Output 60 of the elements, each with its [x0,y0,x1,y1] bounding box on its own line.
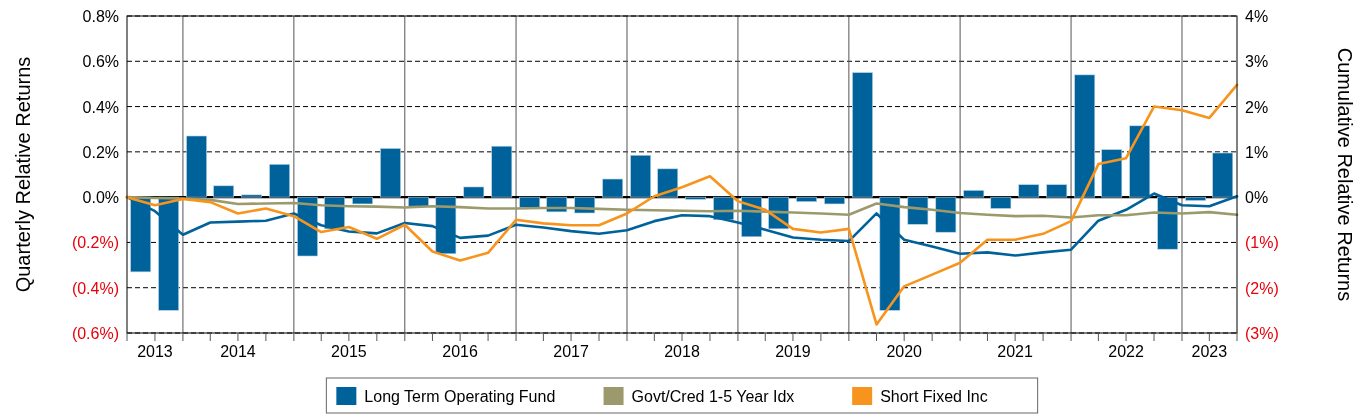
x-tick-label: 2021 [997,343,1034,360]
bar [213,185,235,198]
bar [1046,184,1068,198]
y2-tick-label: 4% [1245,8,1269,25]
bar [1074,74,1096,198]
bar [408,196,429,207]
y-tick-label: 0.8% [82,8,119,25]
x-tick-label: 2015 [331,343,367,360]
bar [990,196,1012,209]
x-tick-label: 2019 [775,343,811,360]
bar [685,196,707,200]
bar [824,196,845,205]
y2-tick-label: (3%) [1245,325,1279,342]
x-tick-label: 2020 [886,343,923,360]
y-tick-label: 0.2% [82,143,119,161]
bar [352,196,373,205]
bar [380,148,401,198]
bar [1157,196,1179,250]
bar [963,190,985,198]
bar [796,196,817,202]
bar [463,186,485,198]
legend-label: Long Term Operating Fund [364,388,556,405]
y-tick-label: (0.6%) [71,325,119,342]
y2-tick-label: 1% [1245,143,1269,161]
bar [241,194,262,198]
x-tick-label: 2017 [553,343,589,360]
bar [491,145,513,198]
x-tick-label: 2022 [1108,343,1144,360]
bar [852,72,873,198]
y2-tick-label: 3% [1245,53,1269,71]
x-tick-label: 2013 [137,343,173,360]
y2-tick-label: 0% [1245,189,1269,207]
y-tick-label: (0.4%) [71,279,119,297]
bar [907,196,929,225]
bar [519,196,541,208]
y2-tick-label: (1%) [1245,234,1279,252]
legend-label: Govt/Cred 1-5 Year Idx [631,388,795,405]
y-axis-title: Quarterly Relative Returns [12,56,34,293]
x-tick-label: 2014 [220,343,256,360]
bar [935,196,957,233]
bar [1185,196,1207,201]
x-tick-label: 2018 [664,343,700,360]
bar [602,178,624,198]
x-tick-label: 2023 [1191,343,1228,360]
y-tick-label: (0.2%) [71,234,119,252]
bar [269,164,290,198]
bar [630,154,652,198]
y2-tick-label: (2%) [1245,279,1279,297]
y-tick-label: 0.0% [82,189,119,207]
bar [1101,149,1123,198]
y-tick-label: 0.6% [82,53,119,71]
legend-label: Short Fixed Inc [880,388,988,405]
y2-axis-title: Cumulative Relative Returns [1334,47,1356,302]
y-tick-label: 0.4% [82,98,119,116]
y2-tick-label: 2% [1245,98,1269,116]
bar [1018,184,1040,198]
bar [186,135,207,198]
x-tick-label: 2016 [442,343,479,360]
bar [657,168,679,198]
line-series [125,83,1239,326]
